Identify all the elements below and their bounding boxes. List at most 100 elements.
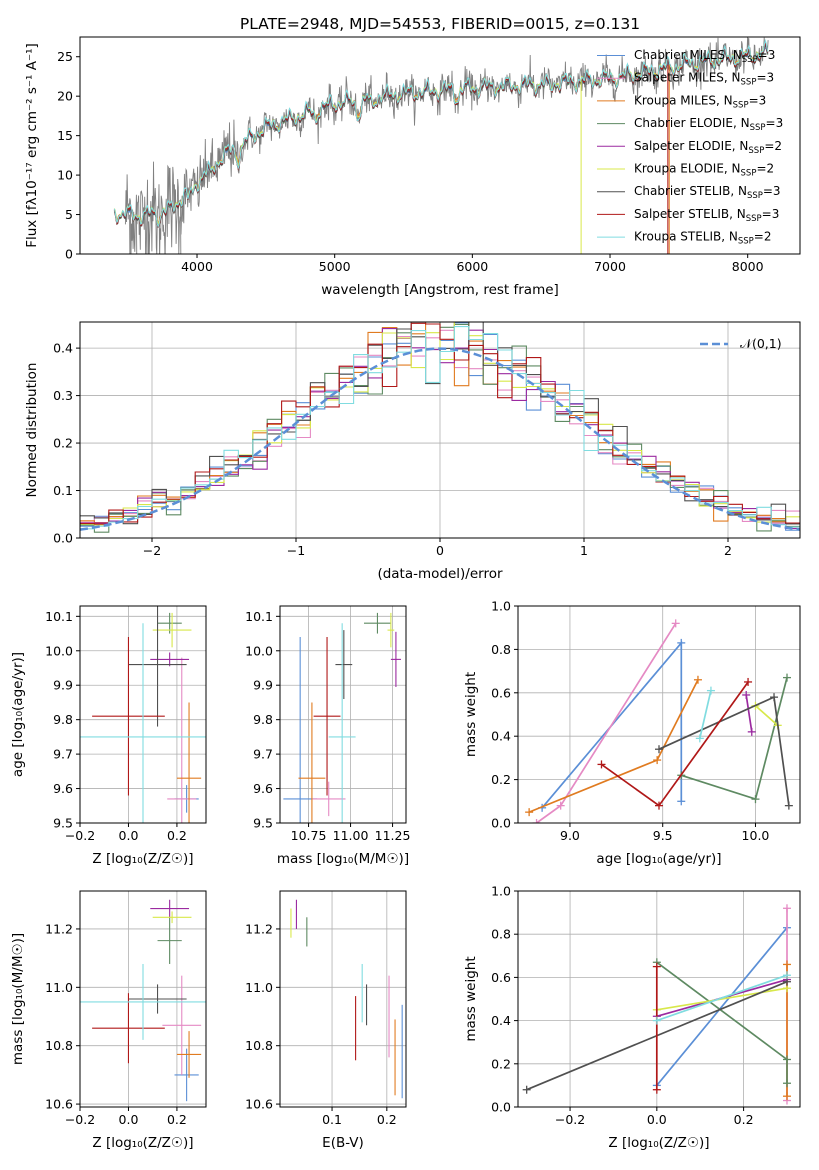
spectrum-lines <box>113 37 769 254</box>
mass_vs_Z-axes: −0.2 0.0 0.2 10.6 10.8 11.0 11.2 Z [log₁₀(Z/Z☉)… <box>10 891 206 1151</box>
x-tick-label: 6000 <box>456 259 488 274</box>
y-axis-label: mass weight <box>463 672 479 757</box>
legend-value: =2 <box>754 230 772 244</box>
y-tick-label: 0.2 <box>491 772 511 787</box>
y-tick-label: 1.0 <box>491 599 511 614</box>
x-tick-label: 9.5 <box>653 828 673 843</box>
x-tick-label: 0 <box>436 543 444 558</box>
spectrum-frame <box>79 36 801 255</box>
histogram-steps <box>80 322 800 533</box>
y-tick-label: 11.2 <box>245 921 273 936</box>
y-tick-label: 0.1 <box>53 483 73 498</box>
y-tick-label: 10.8 <box>245 1038 273 1053</box>
legend-value: =3 <box>756 71 774 85</box>
y-tick-label: 9.8 <box>53 712 73 727</box>
y-tick-label: 0.2 <box>491 1056 511 1071</box>
legend-subscript: SSP <box>741 78 757 88</box>
y-tick-label: 0.6 <box>491 970 511 985</box>
legend-subscript: SSP <box>742 55 758 65</box>
x-axis-label: Z [log₁₀(Z/Z☉)] <box>92 1135 193 1151</box>
x-tick-label: 5000 <box>319 259 351 274</box>
y-tick-label: 5 <box>65 207 73 222</box>
x-axis-label: (data-model)/error <box>377 566 503 582</box>
legend-entry: Chabrier MILES, NSSP=3 <box>634 48 775 65</box>
legend-value: =3 <box>758 48 776 62</box>
legend-entry-normal: 𝒩(0,1) <box>740 336 782 351</box>
y-tick-label: 0.4 <box>491 1013 511 1028</box>
y-tick-label: 9.9 <box>253 678 273 693</box>
y-tick-label: 10.1 <box>45 609 73 624</box>
legend-value: =3 <box>763 184 781 198</box>
x-tick-label: 0.0 <box>119 828 139 843</box>
weight_vs_age-axes: 9.0 9.5 10.0 0.0 0.2 0.4 0.6 0.8 1.0 age [log₁₀(a… <box>463 599 800 867</box>
weight-line-kroupa-elodie <box>656 987 788 1011</box>
y-tick-label: 9.5 <box>53 816 73 831</box>
y-axis-label: mass [log₁₀(M/M☉)] <box>10 933 26 1065</box>
y-tick-label: 0.4 <box>491 729 511 744</box>
y-tick-label: 10.6 <box>245 1097 273 1112</box>
y-tick-label: 0.8 <box>491 927 511 942</box>
y-tick-label: 20 <box>57 89 73 104</box>
legend-value: =2 <box>756 162 774 176</box>
legend-subscript: SSP <box>741 169 757 179</box>
y-tick-label: 10.6 <box>45 1097 73 1112</box>
y-axis-label: age [log₁₀(age/yr)] <box>10 652 26 777</box>
y-tick-label: 0.0 <box>491 1100 511 1115</box>
y-tick-label: 1.0 <box>491 884 511 899</box>
legend-subscript: SSP <box>750 123 766 133</box>
chart-layer: 4000 5000 6000 7000 80000510152025wavelength… <box>10 36 801 1151</box>
x-tick-label: 10.0 <box>742 828 770 843</box>
figure-title: PLATE=2948, MJD=54553, FIBERID=0015, z=0… <box>240 15 640 33</box>
mass_vs_ebv-frame <box>279 890 407 1108</box>
legend-subscript: SSP <box>747 191 763 201</box>
y-tick-label: 0.0 <box>53 531 73 546</box>
age_vs_mass-errorbars <box>283 612 401 823</box>
legend-subscript: SSP <box>733 100 749 110</box>
legend-value: =3 <box>766 116 784 130</box>
x-tick-label: 10.75 <box>291 828 327 843</box>
age_vs_Z-frame <box>79 605 207 824</box>
weight-line-salpeter-elodie <box>745 694 753 733</box>
y-tick-label: 0.4 <box>53 341 73 356</box>
y-tick-label: 9.7 <box>53 747 73 762</box>
x-tick-label: 11.25 <box>375 828 411 843</box>
x-tick-label: 2 <box>724 543 732 558</box>
x-tick-label: 11.00 <box>333 828 369 843</box>
y-tick-label: 15 <box>57 128 73 143</box>
x-tick-label: −0.2 <box>65 828 95 843</box>
x-tick-label: 9.0 <box>560 828 580 843</box>
weight_vs_Z-frame <box>517 890 801 1108</box>
x-tick-label: 4000 <box>181 259 213 274</box>
weight-line-chabrier-elodie <box>656 961 788 1084</box>
weight-line-kroupa-stelib <box>698 690 712 739</box>
legend-value: =3 <box>749 93 767 107</box>
y-tick-label: 10.1 <box>245 609 273 624</box>
x-tick-label: 0.2 <box>167 1112 187 1127</box>
weight_vs_Z-lines <box>522 904 791 1105</box>
model-line-kroupa-stelib <box>113 38 769 228</box>
y-tick-label: 9.5 <box>253 816 273 831</box>
weight-line-salpeter-miles <box>536 622 677 823</box>
legend-subscript: SSP <box>746 214 762 224</box>
histogram-salpeter-stelib <box>80 322 800 525</box>
x-axis-label: wavelength [Angstrom, rest frame] <box>321 282 559 298</box>
x-tick-label: 0.0 <box>119 1112 139 1127</box>
residuals-frame <box>79 321 801 539</box>
y-tick-label: 0 <box>65 247 73 262</box>
age_vs_Z-errorbars <box>80 606 206 823</box>
x-axis-label: E(B-V) <box>322 1135 364 1151</box>
normal-reference-curve <box>80 347 800 531</box>
weight_vs_age-frame <box>517 605 801 824</box>
y-tick-label: 9.6 <box>253 781 273 796</box>
y-tick-label: 0.0 <box>491 816 511 831</box>
weight-line-salpeter-stelib <box>601 681 749 807</box>
legend-entry: Chabrier STELIB, NSSP=3 <box>634 184 781 201</box>
x-tick-label: 0.2 <box>167 828 187 843</box>
mass_vs_ebv-errorbars <box>290 899 403 1099</box>
legend-entry: Kroupa ELODIE, NSSP=2 <box>634 162 774 179</box>
y-tick-label: 0.2 <box>53 436 73 451</box>
y-axis-label: Normed distribution <box>24 363 40 498</box>
x-tick-label: −0.2 <box>65 1112 95 1127</box>
x-tick-label: −0.2 <box>555 1112 585 1127</box>
